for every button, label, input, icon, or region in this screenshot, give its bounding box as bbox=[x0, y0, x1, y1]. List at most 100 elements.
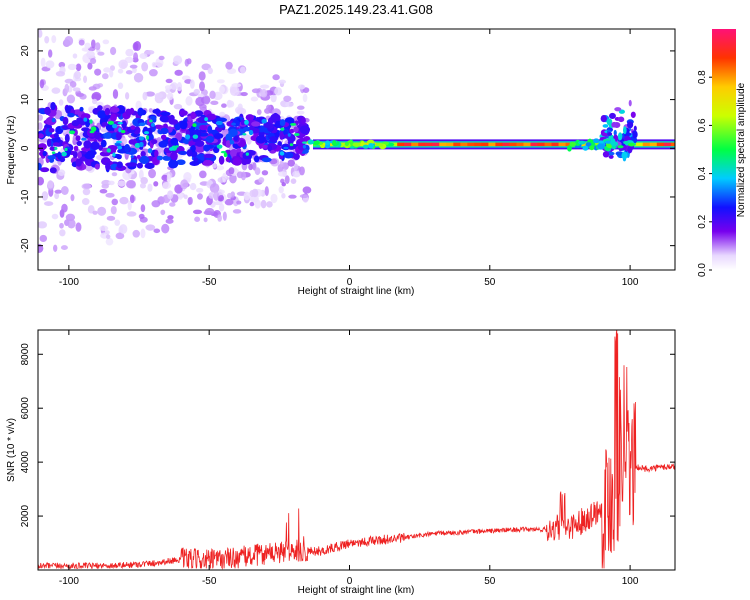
noise-hotspot bbox=[130, 155, 134, 159]
noise-blob bbox=[251, 88, 261, 94]
noise-blob bbox=[81, 183, 92, 190]
noise-blob bbox=[209, 90, 216, 100]
dominant-line-core bbox=[362, 142, 370, 147]
noise-blob bbox=[67, 63, 77, 71]
band-ripple bbox=[307, 139, 314, 145]
noise-blob bbox=[51, 35, 57, 44]
noise-hotspot bbox=[248, 129, 254, 136]
noise-cluster bbox=[154, 149, 159, 159]
noise-blob bbox=[203, 95, 211, 105]
noise-blob bbox=[111, 198, 119, 206]
noise-blob bbox=[170, 82, 178, 90]
noise-hotspot bbox=[223, 152, 228, 158]
noise-hotspot bbox=[156, 155, 164, 161]
noise-cluster bbox=[287, 143, 296, 150]
burst-blob bbox=[624, 132, 632, 137]
noise-blob bbox=[227, 100, 235, 108]
noise-cluster bbox=[168, 159, 179, 169]
noise-cluster bbox=[179, 120, 188, 130]
colorbar-tick-label: 0.2 bbox=[697, 214, 708, 228]
noise-cluster bbox=[75, 135, 81, 142]
noise-blob bbox=[218, 86, 225, 94]
noise-blob bbox=[149, 69, 158, 77]
noise-cluster bbox=[94, 163, 100, 170]
noise-blob bbox=[243, 191, 251, 201]
noise-cluster bbox=[39, 167, 50, 173]
dominant-line-core bbox=[488, 142, 496, 147]
noise-blob bbox=[176, 81, 183, 92]
noise-blob bbox=[278, 186, 284, 194]
noise-cluster bbox=[104, 107, 111, 116]
noise-blob bbox=[69, 81, 77, 88]
x-tick-label: -100 bbox=[59, 576, 79, 587]
dominant-line-core bbox=[439, 142, 447, 147]
noise-cluster bbox=[190, 145, 196, 153]
noise-blob bbox=[145, 224, 156, 231]
snr-background bbox=[38, 330, 675, 570]
noise-blob bbox=[129, 194, 135, 204]
noise-blob bbox=[166, 92, 174, 101]
noise-blob bbox=[222, 172, 227, 183]
spectrogram-x-ticks: -100 -50 0 50 100 bbox=[59, 29, 639, 288]
noise-cluster bbox=[77, 152, 82, 159]
noise-blob bbox=[112, 89, 119, 99]
x-tick-label: 50 bbox=[484, 277, 496, 288]
noise-blob bbox=[132, 229, 140, 238]
noise-blob bbox=[212, 163, 217, 169]
noise-hotspot bbox=[81, 137, 87, 141]
noise-blob bbox=[38, 176, 45, 186]
noise-blob bbox=[58, 61, 66, 68]
noise-cluster bbox=[71, 119, 80, 127]
noise-cluster bbox=[105, 162, 111, 171]
noise-blob bbox=[92, 98, 98, 105]
noise-cluster bbox=[75, 158, 82, 167]
band-ripple bbox=[320, 144, 325, 149]
spectrogram-y-axis-label: Frequency (Hz) bbox=[6, 116, 17, 185]
noise-blob bbox=[285, 101, 294, 108]
noise-blob bbox=[155, 57, 164, 68]
noise-blob bbox=[228, 167, 235, 175]
noise-hotspot bbox=[107, 120, 115, 125]
burst-blob bbox=[614, 107, 622, 112]
noise-blob bbox=[47, 180, 54, 189]
noise-blob bbox=[144, 50, 155, 55]
noise-blob bbox=[55, 71, 66, 77]
noise-blob bbox=[138, 213, 145, 220]
noise-blob bbox=[119, 224, 128, 235]
colorbar-tick-label: 0.8 bbox=[697, 70, 708, 84]
noise-blob bbox=[75, 222, 82, 232]
noise-blob bbox=[222, 211, 227, 221]
noise-blob bbox=[61, 203, 68, 213]
noise-blob bbox=[83, 75, 88, 83]
noise-cluster bbox=[190, 111, 196, 120]
noise-cluster bbox=[38, 133, 44, 139]
noise-blob bbox=[90, 58, 97, 65]
noise-blob bbox=[56, 110, 62, 116]
spectrogram-frame bbox=[37, 28, 676, 271]
noise-cluster bbox=[72, 151, 78, 159]
noise-hotspot bbox=[61, 151, 67, 157]
colorbar-tick-label: 0.6 bbox=[697, 118, 708, 132]
noise-blob bbox=[125, 92, 130, 100]
noise-cluster bbox=[269, 136, 278, 143]
noise-blob bbox=[218, 194, 225, 202]
noise-cluster bbox=[64, 133, 70, 143]
noise-blob bbox=[210, 100, 219, 106]
noise-cluster bbox=[170, 137, 179, 146]
noise-blob bbox=[101, 179, 111, 186]
noise-blob bbox=[260, 88, 268, 98]
noise-cluster bbox=[218, 155, 225, 165]
noise-blob bbox=[82, 188, 91, 196]
snr-y-ticks: 2000 4000 6000 8000 bbox=[20, 343, 675, 527]
noise-blob bbox=[87, 62, 93, 70]
noise-hotspot bbox=[204, 117, 209, 122]
noise-blob bbox=[250, 96, 259, 102]
noise-blob bbox=[174, 184, 183, 194]
noise-blob bbox=[99, 189, 108, 194]
colorbar-gradient bbox=[712, 29, 736, 270]
noise-blob bbox=[140, 176, 148, 185]
burst-blob bbox=[606, 118, 613, 126]
burst-blob bbox=[626, 121, 634, 129]
noise-cluster bbox=[48, 128, 55, 133]
y-tick-label: 6000 bbox=[20, 397, 31, 420]
